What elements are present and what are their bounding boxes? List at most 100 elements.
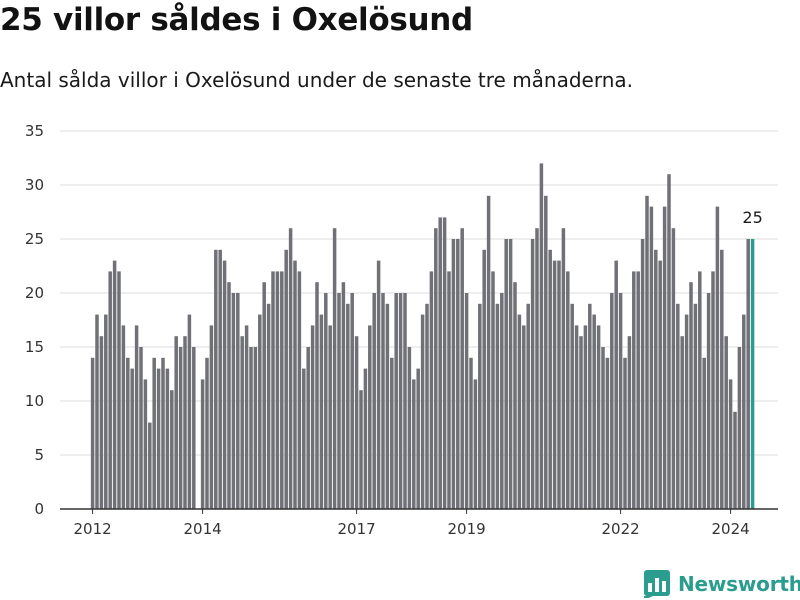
bar [737,347,742,509]
bar [640,239,645,509]
bar [552,260,557,509]
bar [473,379,478,509]
bar [117,271,121,509]
bar [456,239,460,509]
bar [495,303,500,509]
bar [271,271,275,509]
bar [623,357,627,509]
y-tick-label: 15 [25,338,44,356]
bar [733,411,737,509]
bar [662,206,667,509]
bar [359,390,363,509]
y-tick-label: 5 [34,446,44,464]
bar [680,336,684,509]
bar [698,271,702,509]
bar [434,228,438,509]
highlight-value-label: 25 [742,208,762,227]
bar [170,390,174,509]
bar [610,293,614,509]
bar [654,249,658,510]
bar [350,293,354,509]
brand-name: Newsworthy [678,572,800,596]
bar [165,368,170,509]
bar [310,325,315,509]
bar [284,249,288,510]
bar [676,303,680,509]
bar [253,347,258,509]
bar [249,347,253,509]
bar [605,357,610,509]
bar [711,271,715,509]
bar [178,347,183,509]
bar [557,260,561,509]
x-axis: 2012 2014 2017 2019 2022 2024 [60,508,778,538]
bar [513,282,517,509]
bar [601,347,605,509]
bar [632,271,636,509]
bar [728,379,733,509]
bar [636,271,640,509]
chart-subtitle: Antal sålda villor i Oxelösund under de … [0,68,634,92]
brand-logo: Newsworthy [644,570,800,598]
bar [121,325,126,509]
bar [478,303,482,509]
bar [134,325,139,509]
bar [126,357,130,509]
bar [161,357,165,509]
bar [222,260,227,509]
bar [354,336,359,509]
bar [262,282,266,509]
bar [143,379,148,509]
bar [500,293,504,509]
bar [535,228,539,509]
bar [297,271,302,509]
bar [302,368,306,509]
newsworthy-logo-icon [644,570,670,598]
y-axis: 0 5 10 15 20 25 30 35 [25,122,44,518]
bar [425,303,429,509]
bar [192,347,196,509]
bar [394,293,398,509]
bar [561,228,566,509]
y-tick-label: 10 [25,392,44,410]
data-labels: 25 [742,208,762,227]
bar [156,368,161,509]
bar [99,336,104,509]
bar [517,314,522,509]
bar [522,325,526,509]
bar [112,260,117,509]
bar [486,195,491,510]
bar [288,228,293,509]
bar [693,303,698,509]
x-tick-label: 2014 [184,520,222,538]
bar [148,422,152,509]
bar [504,239,508,509]
bar [398,293,403,509]
bar [574,325,579,509]
bar [108,271,112,509]
bar [508,239,513,509]
bar [240,336,244,509]
bar [152,357,156,509]
bar [746,239,750,509]
bar [464,293,469,509]
x-tick-label: 2024 [712,520,750,538]
bar [205,357,209,509]
bar [412,379,416,509]
bar [328,325,332,509]
bar [258,314,262,509]
bar [720,249,724,510]
x-tick-label: 2012 [74,520,112,538]
bar [385,303,390,509]
bar [684,314,689,509]
bar [266,303,271,509]
bar [174,336,178,509]
bar [420,314,425,509]
bar [583,325,588,509]
bar [218,249,222,510]
highlight-bar [750,239,755,509]
bar [658,260,662,509]
bar [596,325,601,509]
bar [319,314,324,509]
